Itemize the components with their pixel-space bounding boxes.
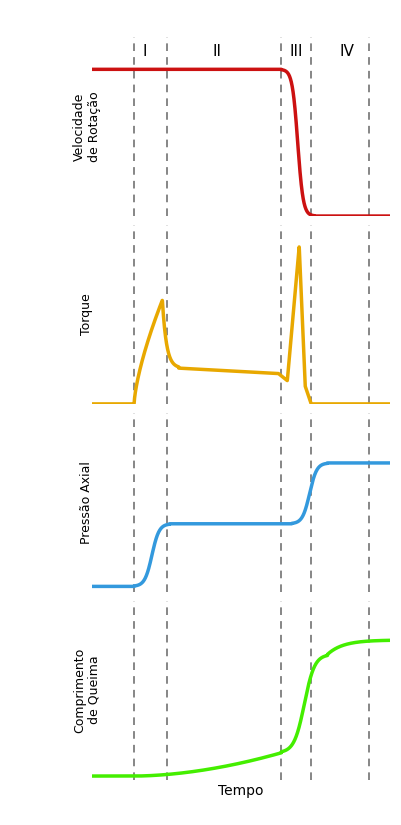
Text: I: I (142, 45, 146, 59)
Text: III: III (289, 45, 302, 59)
Y-axis label: Comprimento
de Queima: Comprimento de Queima (73, 648, 101, 733)
Y-axis label: Torque: Torque (80, 294, 93, 335)
Y-axis label: Velocidade
de Rotação: Velocidade de Rotação (73, 92, 101, 162)
Text: II: II (213, 45, 221, 59)
X-axis label: Tempo: Tempo (218, 784, 263, 798)
Y-axis label: Pressão Axial: Pressão Axial (80, 461, 93, 544)
Text: IV: IV (338, 45, 353, 59)
